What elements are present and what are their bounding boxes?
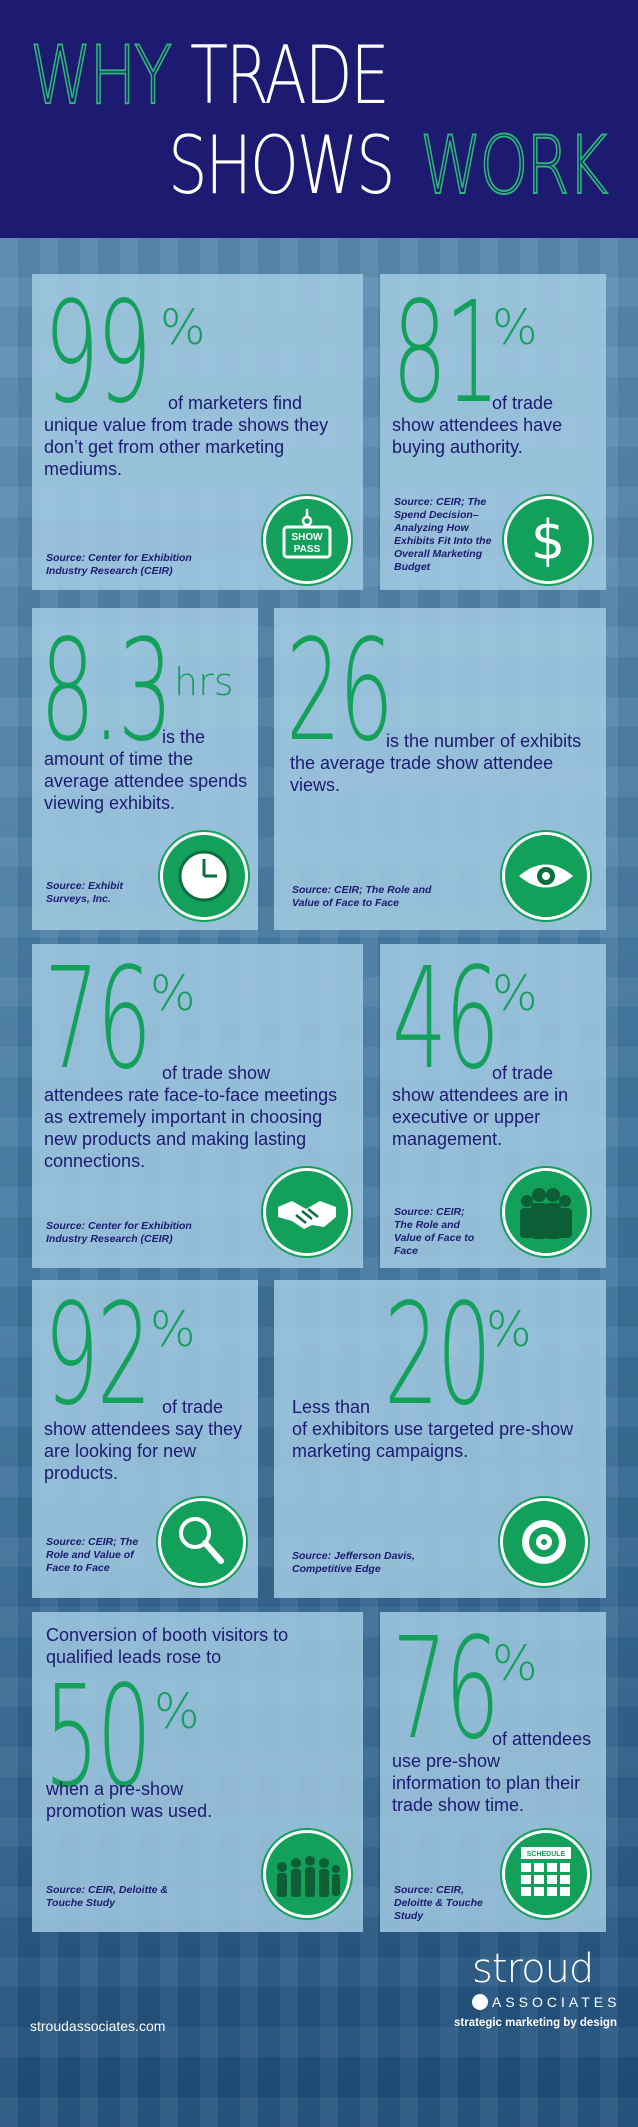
logo-mark-icon: [472, 1994, 488, 2010]
logo-sub: ASSOCIATES: [492, 1994, 621, 2010]
stat-prefix: Conversion of booth visitors to qualifie…: [46, 1625, 289, 1667]
title-word-work: WORK: [419, 119, 609, 212]
stat-source: Source: CEIR, Deloitte & Touche Study: [46, 1884, 168, 1909]
stat-text: is the number of exhibits the average tr…: [290, 731, 582, 795]
stat-prefix: Less than: [292, 1397, 371, 1417]
stat-number: 26: [286, 610, 394, 773]
stat-number: 50: [44, 1656, 152, 1819]
stat-unit: %: [154, 1684, 200, 1740]
stat-text: when a pre-show promotion was used.: [46, 1779, 213, 1821]
clock-icon: [160, 832, 248, 920]
stat-text: of trade show attendees say they are loo…: [44, 1397, 243, 1483]
stat-text: of trade show attendees rate face-to-fac…: [44, 1063, 338, 1171]
stat-source: Source: CEIR; The Role and Value of Face…: [394, 1206, 475, 1257]
stat-unit: %: [492, 300, 538, 356]
stat-unit: %: [160, 300, 206, 356]
stat-number: 20: [384, 1274, 492, 1437]
header: WHY TRADE SHOWS WORK: [0, 0, 638, 238]
show-pass-word-2: PASS: [294, 544, 321, 555]
dollar-icon: $: [504, 496, 592, 584]
stat-number: 99: [44, 272, 152, 435]
stat-number: 46: [392, 938, 500, 1101]
stat-unit: %: [150, 966, 196, 1022]
logo-tagline: strategic marketing by design: [454, 2017, 617, 2029]
handshake-icon: [263, 1168, 351, 1256]
stat-card-20: Less than 20 % of exhibitors use targete…: [274, 1280, 606, 1598]
stat-unit: %: [150, 1302, 196, 1358]
stat-card-26: 26 is the number of exhibits the average…: [274, 608, 606, 930]
schedule-icon: SCHEDULE: [502, 1830, 590, 1918]
stat-card-8-3: 8.3 hrs is the amount of time the averag…: [32, 608, 258, 930]
crowd-icon: [263, 1830, 351, 1918]
stat-text: of marketers find unique value from trad…: [44, 393, 329, 479]
stat-source: Source: Center for Exhibition Industry R…: [46, 552, 192, 577]
svg-text:$: $: [531, 509, 565, 572]
stat-text: of trade show attendees have buying auth…: [392, 393, 563, 457]
show-pass-icon: SHOW PASS: [263, 496, 351, 584]
title-word-why: WHY: [29, 29, 173, 122]
stat-number: 76: [392, 1608, 500, 1771]
footer-url[interactable]: stroudassociates.com: [30, 2018, 166, 2034]
stat-card-76-schedule: 76 % of attendees use pre-show informati…: [380, 1612, 606, 1932]
eye-icon: [502, 832, 590, 920]
stat-unit: %: [486, 1302, 532, 1358]
stat-source: Source: Center for Exhibition Industry R…: [46, 1220, 192, 1245]
stat-source: Source: CEIR; The Role and Value of Face…: [292, 884, 432, 909]
magnifier-icon: [158, 1498, 246, 1586]
stat-source: Source: CEIR, Deloitte & Touche Study: [394, 1884, 483, 1922]
stat-unit: hrs: [174, 660, 234, 704]
target-icon: [500, 1498, 588, 1586]
stat-source: Source: CEIR; The Role and Value of Face…: [46, 1536, 139, 1574]
executives-icon: [502, 1168, 590, 1256]
stat-text: of attendees use pre-show information to…: [392, 1729, 592, 1815]
title-word-shows: SHOWS: [168, 119, 396, 212]
stat-unit: %: [492, 1636, 538, 1692]
title-word-trade: TRADE: [190, 29, 390, 122]
stat-card-81: 81 % of trade show attendees have buying…: [380, 274, 606, 590]
schedule-label: SCHEDULE: [527, 1851, 566, 1858]
stat-card-76-meetings: 76 % of trade show attendees rate face-t…: [32, 944, 363, 1268]
stat-number: 8.3: [40, 610, 173, 773]
stat-card-50: Conversion of booth visitors to qualifie…: [32, 1612, 363, 1932]
show-pass-word-1: SHOW: [291, 532, 323, 543]
stat-text: of trade show attendees are in executive…: [392, 1063, 569, 1149]
logo-name: stroud: [472, 1946, 594, 1992]
stat-number: 76: [44, 938, 152, 1101]
stat-unit: %: [492, 966, 538, 1022]
stat-text: is the amount of time the average attend…: [44, 727, 248, 813]
stat-text: of exhibitors use targeted pre-show mark…: [292, 1419, 574, 1461]
stat-number: 92: [44, 1274, 152, 1437]
stat-source: Source: Exhibit Surveys, Inc.: [46, 880, 124, 905]
stat-source: Source: Jefferson Davis, Competitive Edg…: [292, 1550, 415, 1575]
stat-source: Source: CEIR; The Spend Decision–Analyzi…: [394, 496, 492, 573]
stat-number: 81: [392, 272, 500, 435]
stat-card-46: 46 % of trade show attendees are in exec…: [380, 944, 606, 1268]
stat-card-99: 99 % of marketers find unique value from…: [32, 274, 363, 590]
stat-card-92: 92 % of trade show attendees say they ar…: [32, 1280, 258, 1598]
